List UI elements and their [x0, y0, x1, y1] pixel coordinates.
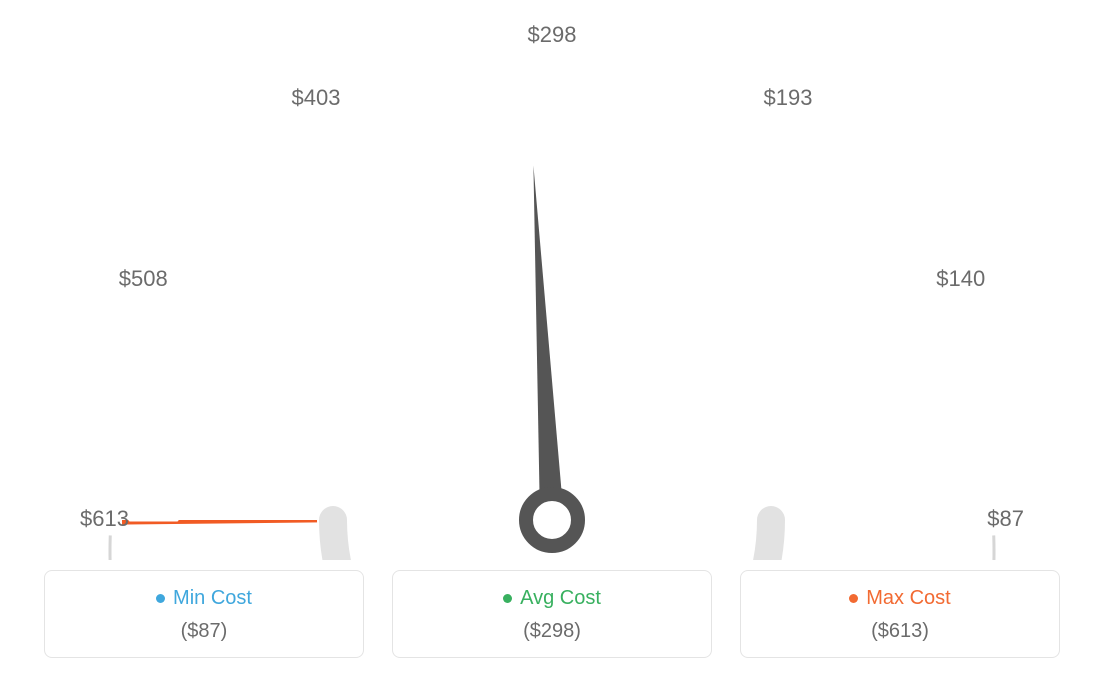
legend-value-avg: ($298) — [393, 620, 711, 643]
svg-text:$613: $613 — [80, 506, 129, 531]
dot-icon — [849, 594, 858, 603]
legend-label-min: Min Cost — [173, 587, 252, 610]
gauge-svg: $87 $140 $193 $298 $403 $508 $613 — [0, 0, 1104, 560]
svg-text:$193: $193 — [764, 85, 813, 110]
svg-text:$298: $298 — [528, 22, 577, 47]
svg-text:$87: $87 — [987, 506, 1024, 531]
dot-icon — [503, 594, 512, 603]
legend-card-avg: Avg Cost ($298) — [392, 570, 712, 658]
legend-title-avg: Avg Cost — [503, 587, 601, 610]
gauge-chart: $87 $140 $193 $298 $403 $508 $613 — [0, 0, 1104, 560]
svg-text:$403: $403 — [292, 85, 341, 110]
legend-label-max: Max Cost — [866, 587, 950, 610]
legend-row: Min Cost ($87) Avg Cost ($298) Max Cost … — [0, 570, 1104, 658]
legend-value-min: ($87) — [45, 620, 363, 643]
legend-label-avg: Avg Cost — [520, 587, 601, 610]
legend-title-min: Min Cost — [156, 587, 252, 610]
legend-value-max: ($613) — [741, 620, 1059, 643]
svg-text:$508: $508 — [119, 266, 168, 291]
legend-card-min: Min Cost ($87) — [44, 570, 364, 658]
gauge-needle — [526, 165, 578, 546]
legend-title-max: Max Cost — [849, 587, 950, 610]
dot-icon — [156, 594, 165, 603]
svg-text:$140: $140 — [936, 266, 985, 291]
legend-card-max: Max Cost ($613) — [740, 570, 1060, 658]
